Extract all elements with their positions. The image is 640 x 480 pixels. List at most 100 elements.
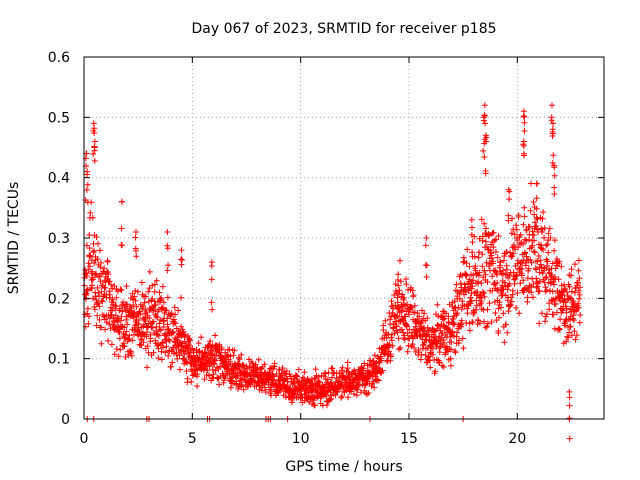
- data-point-marker: [122, 301, 129, 308]
- data-point-marker: [85, 313, 92, 320]
- data-point-marker: [537, 261, 544, 268]
- data-point-marker: [499, 291, 506, 298]
- data-point-marker: [505, 212, 512, 219]
- data-point-marker: [460, 345, 467, 352]
- data-point-marker: [97, 259, 104, 266]
- data-point-marker: [539, 310, 546, 317]
- data-point-marker: [94, 312, 101, 319]
- data-point-marker: [463, 272, 470, 279]
- data-point-marker: [410, 292, 417, 299]
- data-point-marker: [481, 267, 488, 274]
- data-point-marker: [484, 306, 491, 313]
- data-point-marker: [352, 383, 359, 390]
- data-point-marker: [388, 298, 395, 305]
- data-point-marker: [178, 323, 185, 330]
- data-point-marker: [426, 327, 433, 334]
- data-point-marker: [411, 344, 418, 351]
- data-point-marker: [426, 357, 433, 364]
- data-point-marker: [179, 256, 186, 263]
- data-point-marker: [389, 342, 396, 349]
- data-point-marker: [456, 295, 463, 302]
- data-point-marker: [441, 315, 448, 322]
- data-point-marker: [515, 213, 522, 220]
- data-point-marker: [505, 308, 512, 315]
- data-point-marker: [476, 249, 483, 256]
- data-point-marker: [234, 372, 241, 379]
- data-point-marker: [153, 277, 160, 284]
- data-point-marker: [91, 306, 98, 313]
- data-point-marker: [89, 282, 96, 289]
- data-point-marker: [571, 261, 578, 268]
- data-point-marker: [455, 304, 462, 311]
- data-point-marker: [458, 306, 465, 313]
- data-point-marker: [455, 337, 462, 344]
- data-point-marker: [365, 390, 372, 397]
- data-point-marker: [521, 213, 528, 220]
- data-point-marker: [566, 402, 573, 409]
- data-point-marker: [132, 234, 139, 241]
- data-point-marker: [436, 359, 443, 366]
- data-point-marker: [104, 258, 111, 265]
- axis-ticks: 0 0.1 0.2 0.3 0.4 0.5 0.6 0 5 10 15 20: [48, 50, 604, 447]
- data-point-marker: [500, 310, 507, 317]
- data-point-marker: [538, 242, 545, 249]
- data-point-marker: [393, 313, 400, 320]
- data-point-marker: [150, 318, 157, 325]
- data-point-marker: [84, 171, 91, 178]
- data-point-marker: [440, 316, 447, 323]
- data-point-marker: [536, 269, 543, 276]
- data-point-marker: [118, 225, 125, 232]
- data-point-marker: [468, 224, 475, 231]
- y-tick-label: 0.2: [48, 291, 70, 307]
- data-point-marker: [486, 263, 493, 270]
- data-point-marker: [106, 278, 113, 285]
- data-point-marker: [176, 339, 183, 346]
- data-point-marker: [461, 285, 468, 292]
- data-point-marker: [473, 271, 480, 278]
- data-point-marker: [149, 324, 156, 331]
- data-point-marker: [106, 320, 113, 327]
- data-point-marker: [180, 328, 187, 335]
- data-point-marker: [551, 172, 558, 179]
- data-point-marker: [94, 240, 101, 247]
- data-point-marker: [157, 316, 164, 323]
- data-point-marker: [543, 311, 550, 318]
- x-tick-label: 0: [80, 431, 89, 447]
- data-point-marker: [93, 270, 100, 277]
- data-point-marker: [451, 305, 458, 312]
- data-point-marker: [164, 294, 171, 301]
- data-point-marker: [307, 394, 314, 401]
- data-point-marker: [345, 394, 352, 401]
- data-point-marker: [541, 265, 548, 272]
- data-point-marker: [236, 356, 243, 363]
- data-point-marker: [159, 340, 166, 347]
- data-point-marker: [531, 211, 538, 218]
- data-point-marker: [543, 286, 550, 293]
- data-point-marker: [508, 253, 515, 260]
- data-point-marker: [194, 371, 201, 378]
- data-point-marker: [551, 184, 558, 191]
- data-point-marker: [163, 307, 170, 314]
- data-point-marker: [514, 289, 521, 296]
- data-point-marker: [271, 363, 278, 370]
- y-axis-label: SRMTID / TECUs: [6, 182, 22, 295]
- data-point-marker: [149, 282, 156, 289]
- data-point-marker: [530, 248, 537, 255]
- data-point-marker: [240, 362, 247, 369]
- data-point-marker: [468, 216, 475, 223]
- x-tick-label: 15: [400, 431, 418, 447]
- data-point-marker: [84, 199, 91, 206]
- data-point-marker: [164, 228, 171, 235]
- data-point-marker: [170, 329, 177, 336]
- data-point-marker: [507, 249, 514, 256]
- data-point-marker: [445, 313, 452, 320]
- data-point-marker: [254, 364, 261, 371]
- data-point-marker: [498, 304, 505, 311]
- data-point-marker: [563, 289, 570, 296]
- data-point-marker: [334, 388, 341, 395]
- data-point-marker: [556, 258, 563, 265]
- data-point-marker: [564, 333, 571, 340]
- data-point-marker: [279, 365, 286, 372]
- data-point-marker: [566, 283, 573, 290]
- data-point-marker: [385, 331, 392, 338]
